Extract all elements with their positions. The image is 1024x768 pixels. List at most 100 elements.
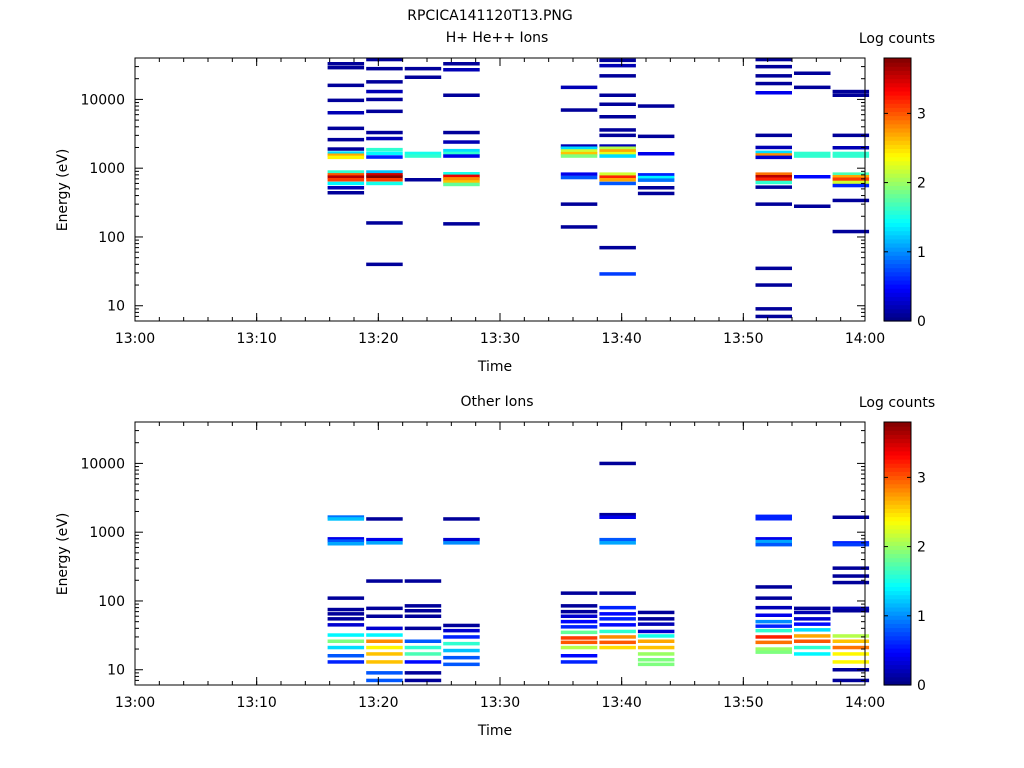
colorbar-segment	[884, 442, 911, 448]
heatmap-cell	[404, 75, 442, 79]
heatmap-cell	[366, 221, 403, 225]
colorbar-segment	[884, 446, 911, 452]
heatmap-cell	[599, 128, 636, 132]
colorbar-segment	[884, 238, 911, 244]
heatmap-cell	[560, 172, 598, 176]
heatmap-cell	[443, 222, 480, 226]
heatmap-cell	[404, 151, 442, 156]
heatmap-cell	[327, 62, 365, 66]
heatmap-cell	[366, 147, 403, 152]
colorbar-segment	[884, 520, 911, 526]
heatmap-cell	[443, 174, 480, 179]
heatmap-cell	[560, 149, 598, 153]
colorbar-segment	[884, 140, 911, 145]
heatmap-cell	[794, 639, 831, 643]
heatmap-cell	[794, 71, 831, 75]
colorbar-segment	[884, 541, 911, 546]
colorbar-segment	[884, 623, 911, 629]
heatmap-cell	[599, 154, 636, 158]
colorbar-segment	[884, 226, 911, 232]
heatmap-cell	[327, 181, 365, 186]
colorbar-tick-label: 1	[917, 245, 926, 261]
heatmap-cell	[443, 182, 480, 187]
heatmap-cell	[404, 652, 442, 656]
heatmap-cell	[599, 541, 636, 545]
heatmap-cell	[755, 539, 792, 544]
colorbar-segment	[884, 598, 911, 604]
colorbar-segment	[884, 487, 911, 493]
heatmap-cell	[637, 617, 675, 621]
colorbar-segment	[884, 279, 911, 285]
heatmap-cell	[560, 609, 598, 614]
heatmap-cell	[599, 175, 636, 179]
colorbar: 0 1 2 3	[883, 421, 926, 694]
heatmap-cell	[327, 617, 365, 621]
heatmap-cell	[443, 140, 480, 144]
heatmap-cells	[327, 461, 870, 683]
colorbar-segment	[884, 160, 911, 166]
colorbar-segment	[884, 430, 911, 435]
heatmap-cell	[327, 98, 365, 103]
colorbar-segment	[884, 107, 911, 113]
y-tick-label: 10000	[80, 92, 125, 108]
x-tick-label: 13:50	[723, 331, 763, 347]
x-tick-label: 13:30	[480, 331, 520, 347]
heatmap-cell	[443, 151, 480, 156]
heatmap-cell	[327, 155, 365, 160]
heatmap-cell	[755, 647, 792, 651]
colorbar-segment	[884, 479, 911, 485]
heatmap-cell	[599, 591, 636, 595]
colorbar-segment	[884, 90, 911, 96]
heatmap-cell	[755, 64, 792, 69]
colorbar-segment	[884, 664, 911, 670]
heatmap-cell	[560, 591, 598, 595]
heatmap-cell	[560, 625, 598, 629]
heatmap-cell	[366, 262, 403, 267]
colorbar-segment	[884, 127, 911, 133]
heatmap-cell	[755, 177, 792, 181]
heatmap-cell	[443, 180, 480, 184]
colorbar-segment	[884, 458, 911, 464]
heatmap-cell	[366, 678, 403, 683]
heatmap-cell	[327, 186, 365, 190]
heatmap-cell	[366, 58, 403, 62]
heatmap-cell	[599, 623, 636, 627]
heatmap-cell	[599, 151, 636, 156]
y-tick-label: 1000	[89, 161, 125, 177]
colorbar-segment	[884, 504, 911, 509]
colorbar-frame	[883, 57, 912, 322]
heatmap-cell	[832, 634, 870, 638]
heatmap-cell	[599, 461, 636, 466]
heatmap-cell	[794, 652, 831, 656]
x-tick-label: 13:20	[358, 331, 398, 347]
heatmap-cell	[832, 180, 870, 185]
y-axis-label: Energy (eV)	[55, 513, 71, 596]
heatmap-cell	[832, 645, 870, 650]
heatmap-cell	[366, 136, 403, 141]
heatmap-cell	[366, 175, 403, 179]
heatmap-cell	[404, 609, 442, 613]
y-axis-label: Energy (eV)	[55, 149, 71, 232]
heatmap-cell	[327, 612, 365, 616]
colorbar-segment	[884, 553, 911, 559]
heatmap-cell	[443, 148, 480, 153]
colorbar-tick-label: 0	[917, 314, 926, 330]
heatmap-cell	[599, 172, 636, 176]
heatmap-cell	[404, 579, 442, 583]
heatmap-cell	[599, 537, 636, 542]
heatmap-cell	[832, 660, 870, 664]
heatmap-cell	[327, 596, 365, 600]
colorbar-segment	[884, 148, 911, 154]
heatmap-cell	[443, 662, 480, 667]
heatmap-cell	[560, 619, 598, 624]
colorbar-segment	[884, 635, 911, 641]
colorbar-segment	[884, 578, 911, 583]
colorbar-segment	[884, 205, 911, 211]
colorbar-segment	[884, 549, 911, 555]
colorbar-segment	[884, 111, 911, 117]
x-tick-label: 13:00	[115, 331, 155, 347]
heatmap-cell	[755, 133, 792, 138]
heatmap-cell	[599, 93, 636, 97]
heatmap-cell	[637, 191, 675, 196]
